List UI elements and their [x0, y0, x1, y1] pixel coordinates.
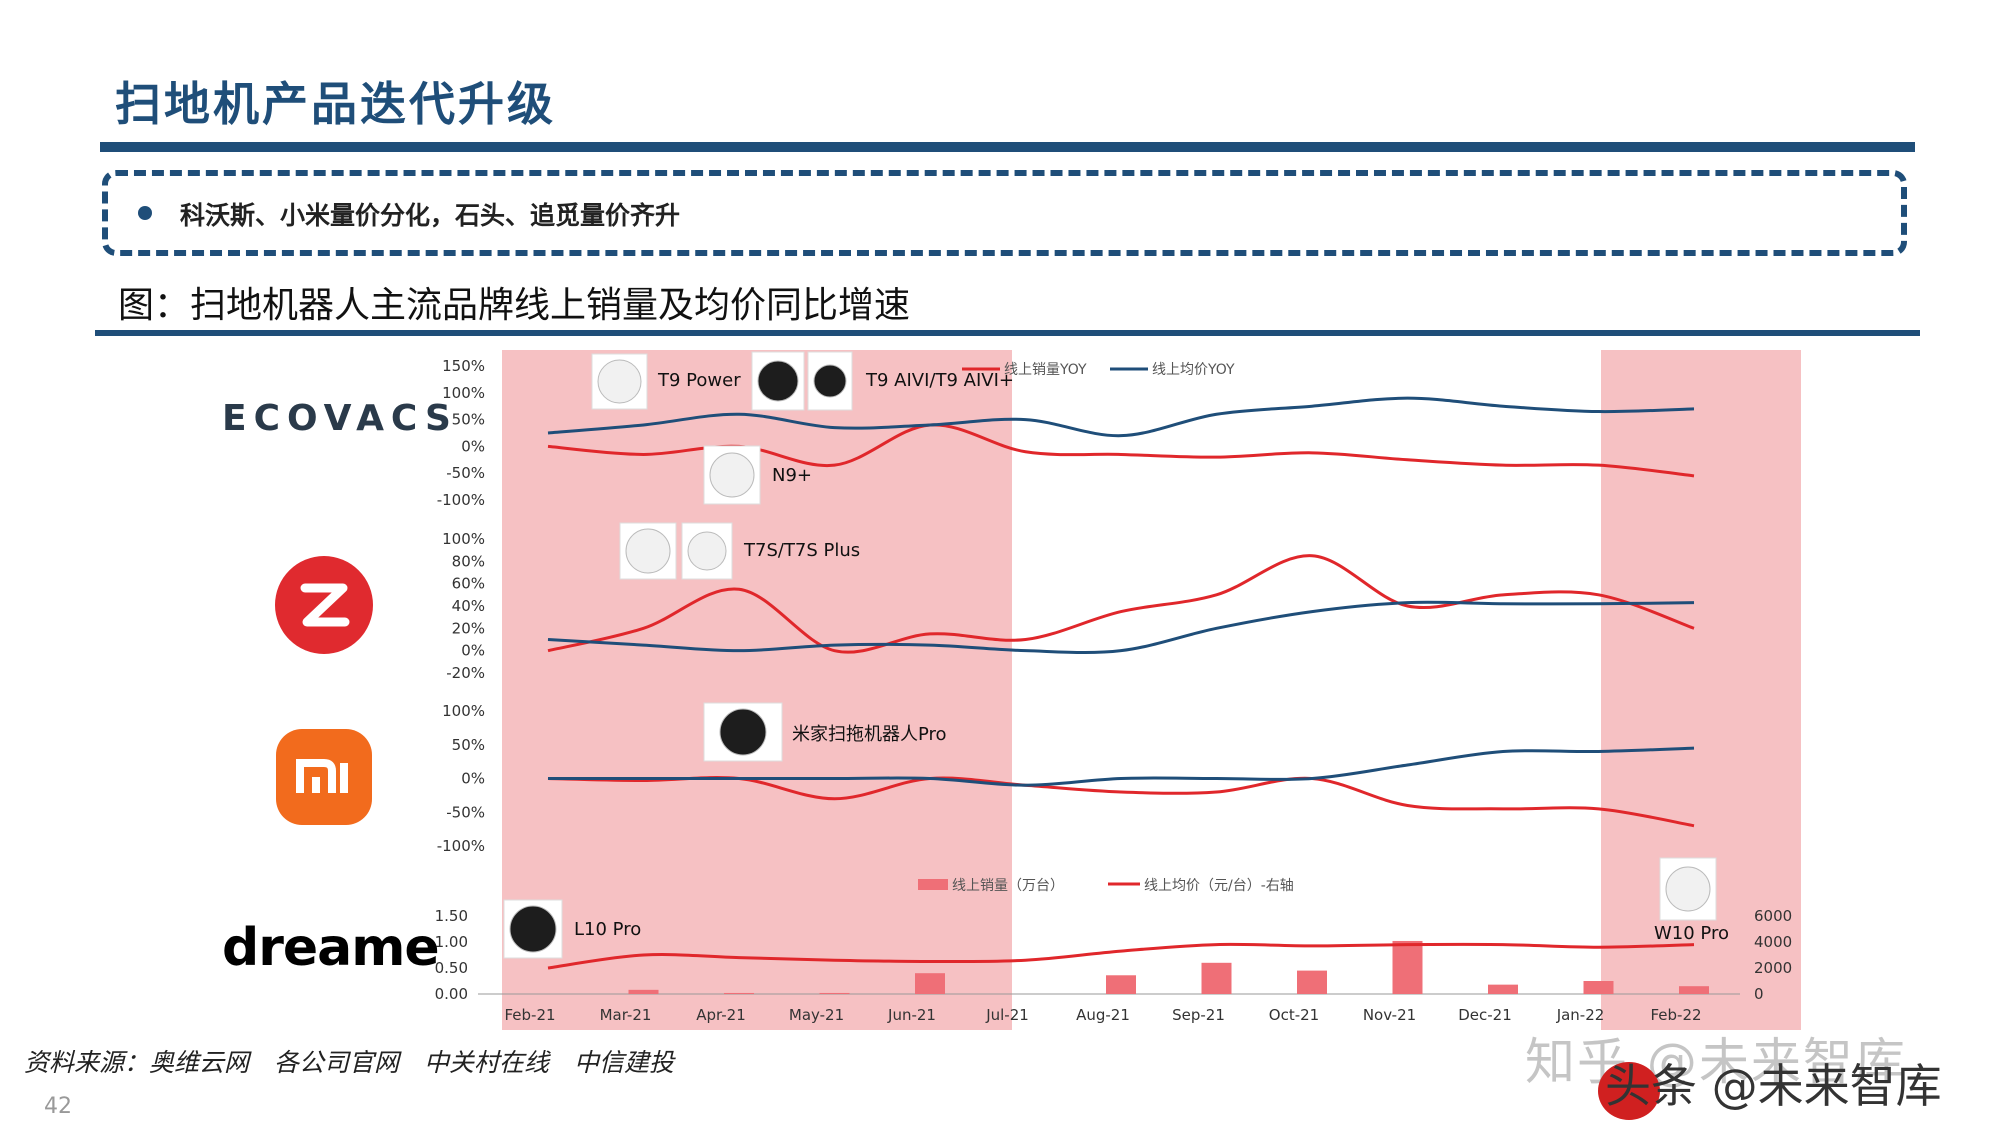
bullet-dot-icon — [138, 206, 152, 220]
y-tick-label: 100% — [442, 702, 485, 720]
y-tick-label: 0% — [461, 437, 485, 455]
x-tick-label: Jan-22 — [1556, 1006, 1605, 1024]
y-tick-label-right: 0 — [1754, 985, 1764, 1003]
y-tick-label: -50% — [446, 803, 485, 821]
robot-vacuum-icon — [509, 905, 557, 953]
bar — [1106, 975, 1136, 994]
y-tick-label-right: 2000 — [1754, 959, 1792, 977]
ecovacs-logo: ECOVACS — [222, 398, 458, 439]
callout-box: 科沃斯、小米量价分化，石头、追觅量价齐升 — [102, 170, 1907, 256]
robot-vacuum-icon — [719, 708, 767, 756]
bar — [1583, 981, 1614, 994]
y-tick-label: 100% — [442, 384, 485, 402]
watermark-zhihu: 知乎 @未来智库 — [1525, 1033, 1907, 1091]
figure-caption: 图：扫地机器人主流品牌线上销量及均价同比增速 — [118, 285, 911, 326]
page-number: 42 — [44, 1094, 72, 1119]
y-tick-label: 80% — [452, 552, 485, 570]
x-tick-label: Mar-21 — [600, 1006, 652, 1024]
y-tick-label-left: 0.50 — [435, 959, 468, 977]
legend-label: 线上均价YOY — [1152, 362, 1235, 378]
y-tick-label: 100% — [442, 530, 485, 548]
callout-text: 科沃斯、小米量价分化，石头、追觅量价齐升 — [180, 201, 681, 230]
robot-vacuum-icon — [597, 359, 642, 404]
product-label: N9+ — [772, 465, 812, 486]
legend-label: 线上销量（万台） — [952, 878, 1064, 894]
legend-label: 线上销量YOY — [1004, 362, 1087, 378]
y-tick-label: 20% — [452, 619, 485, 637]
series-line-price — [547, 942, 1695, 970]
x-tick-label: Jul-21 — [985, 1006, 1029, 1024]
robot-vacuum-icon — [687, 531, 727, 571]
robot-vacuum-icon — [625, 528, 671, 574]
x-tick-label: Jun-21 — [887, 1006, 936, 1024]
product-label: T9 Power — [657, 370, 741, 391]
bar — [915, 973, 945, 994]
x-tick-label: May-21 — [789, 1006, 844, 1024]
robot-vacuum-icon — [1665, 866, 1711, 912]
bar — [1679, 986, 1709, 994]
toutiao-badge-icon — [1598, 1062, 1660, 1120]
y-tick-label: 50% — [452, 736, 485, 754]
y-tick-label: 60% — [452, 575, 485, 593]
y-tick-label: -100% — [437, 491, 485, 509]
bar — [1297, 970, 1327, 994]
y-tick-label-left: 0.00 — [435, 985, 468, 1003]
x-tick-label: Feb-21 — [504, 1006, 555, 1024]
bar — [1488, 984, 1518, 994]
y-tick-label-left: 1.50 — [435, 907, 468, 925]
product-label: W10 Pro — [1654, 923, 1729, 944]
x-tick-label: Sep-21 — [1172, 1006, 1225, 1024]
figure-divider — [95, 330, 1920, 336]
y-tick-label: 40% — [452, 597, 485, 615]
legend-swatch-volume — [918, 879, 948, 890]
y-tick-label-right: 6000 — [1754, 907, 1792, 925]
title-divider — [100, 142, 1915, 152]
y-tick-label-right: 4000 — [1754, 933, 1792, 951]
robot-vacuum-icon — [709, 452, 755, 498]
product-label: 米家扫拖机器人Pro — [792, 724, 947, 745]
bar — [724, 992, 754, 994]
y-tick-label: 150% — [442, 357, 485, 375]
y-tick-label: 0% — [461, 642, 485, 660]
y-tick-label: -100% — [437, 837, 485, 855]
legend-label: 线上均价（元/台）-右轴 — [1144, 878, 1294, 894]
bar — [819, 992, 850, 994]
product-label: T9 AIVI/T9 AIVI+ — [865, 370, 1014, 391]
bar — [1392, 940, 1423, 994]
roborock-logo-icon — [275, 556, 373, 654]
robot-vacuum-icon — [757, 360, 799, 402]
product-label: L10 Pro — [574, 919, 641, 940]
y-tick-label: -50% — [446, 464, 485, 482]
bar — [628, 989, 659, 994]
y-tick-label: 0% — [461, 770, 485, 788]
y-tick-label: 50% — [452, 411, 485, 429]
x-tick-label: Nov-21 — [1363, 1006, 1416, 1024]
x-tick-label: Aug-21 — [1076, 1006, 1130, 1024]
x-tick-label: Dec-21 — [1458, 1006, 1512, 1024]
product-label: T7S/T7S Plus — [743, 540, 860, 561]
robot-vacuum-icon — [813, 364, 847, 398]
x-tick-label: Feb-22 — [1650, 1006, 1701, 1024]
y-tick-label-left: 1.00 — [435, 933, 468, 951]
watermark-toutiao: 头条 @未来智库 — [1605, 1059, 1942, 1113]
source-note: 资料来源：奥维云网 各公司官网 中关村在线 中信建投 — [24, 1048, 675, 1077]
x-tick-label: Oct-21 — [1269, 1006, 1319, 1024]
y-tick-label: -20% — [446, 664, 485, 682]
slide-title: 扫地机产品迭代升级 — [115, 77, 556, 131]
xiaomi-mi-logo-icon — [276, 729, 372, 825]
dreame-logo: dreame — [222, 918, 440, 978]
x-tick-label: Apr-21 — [696, 1006, 746, 1024]
bar — [1201, 962, 1232, 994]
